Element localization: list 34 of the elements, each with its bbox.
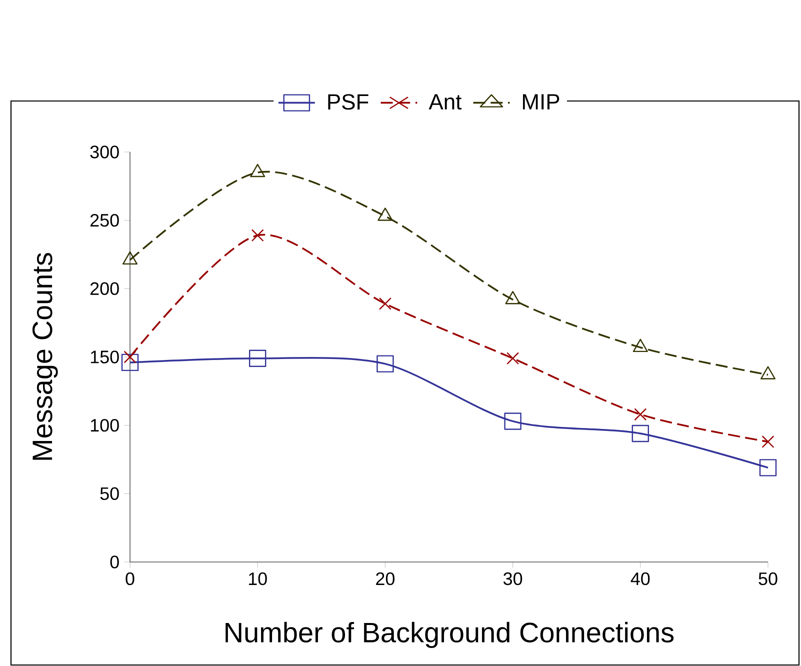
point bbox=[124, 350, 136, 364]
point bbox=[505, 290, 520, 304]
x-tick-label: 50 bbox=[758, 572, 778, 586]
point bbox=[121, 354, 139, 372]
y-tick-label: 50 bbox=[100, 487, 119, 500]
point bbox=[249, 350, 266, 367]
x-tick-label: 30 bbox=[503, 572, 522, 586]
point bbox=[376, 355, 394, 372]
y-axis-title: Message Counts bbox=[32, 253, 58, 460]
x-tick-label: 0 bbox=[126, 572, 134, 586]
y-tick-label: 100 bbox=[90, 418, 119, 432]
y-tick-label: 0 bbox=[110, 556, 119, 568]
x-tick-label: 10 bbox=[248, 572, 267, 586]
point bbox=[122, 251, 138, 265]
point bbox=[250, 164, 266, 178]
legend-label: PSF bbox=[328, 94, 368, 110]
point bbox=[378, 297, 392, 310]
y-tick-label: 300 bbox=[90, 146, 119, 158]
y-tick-label: 250 bbox=[90, 214, 119, 227]
point bbox=[759, 459, 777, 476]
point bbox=[506, 352, 520, 365]
legend-label: MIP bbox=[522, 94, 560, 110]
y-tick-label: 150 bbox=[90, 350, 119, 364]
x-tick-label: 40 bbox=[630, 572, 650, 586]
y-tick-label: 200 bbox=[90, 282, 119, 296]
point bbox=[504, 412, 522, 430]
point bbox=[762, 435, 774, 448]
point bbox=[632, 338, 648, 352]
x-tick-label: 20 bbox=[376, 572, 394, 586]
point bbox=[378, 208, 393, 221]
point bbox=[632, 424, 649, 442]
x-axis-title: Number of Background Connections bbox=[226, 622, 674, 648]
point bbox=[634, 408, 647, 421]
legend-label: Ant bbox=[428, 94, 462, 110]
